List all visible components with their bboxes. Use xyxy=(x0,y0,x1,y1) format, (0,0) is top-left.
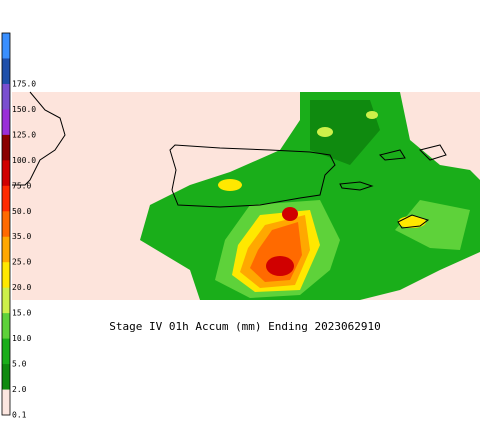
colorbar-swatch xyxy=(2,364,10,391)
colorbar-swatch xyxy=(2,83,10,110)
caption: Stage IV 01h Accum (mm) Ending 202306291… xyxy=(109,320,381,333)
colorbar-swatch xyxy=(2,134,10,161)
colorbar-label: 35.0 xyxy=(12,232,31,241)
colorbar-swatch xyxy=(2,58,10,85)
colorbar-label: 10.0 xyxy=(12,334,31,343)
colorbar-label: 100.0 xyxy=(12,156,36,165)
colorbar-swatch xyxy=(2,211,10,238)
colorbar-swatch xyxy=(2,287,10,314)
colorbar-label: 175.0 xyxy=(12,79,36,88)
colorbar-label: 15.0 xyxy=(12,309,31,318)
colorbar-label: 75.0 xyxy=(12,181,31,190)
colorbar-label: 25.0 xyxy=(12,258,31,267)
coastlines xyxy=(12,91,447,229)
colorbar-swatch xyxy=(2,262,10,289)
colorbar-swatch xyxy=(2,109,10,136)
colorbar-swatch xyxy=(2,338,10,365)
colorbar-label: 50.0 xyxy=(12,207,31,216)
colorbar-swatch xyxy=(2,313,10,340)
colorbar-label: 0.1 xyxy=(12,411,27,420)
colorbar-label: 150.0 xyxy=(12,105,36,114)
colorbar-label: 2.0 xyxy=(12,385,27,394)
colorbar-swatch xyxy=(2,389,10,416)
colorbar-swatch xyxy=(2,185,10,212)
colorbar-swatch xyxy=(2,33,10,59)
colorbar-label: 125.0 xyxy=(12,130,36,139)
colorbar-label: 5.0 xyxy=(12,360,27,369)
colorbar-label: 20.0 xyxy=(12,283,31,292)
colorbar-frame xyxy=(1,32,11,416)
colorbar-swatch xyxy=(2,160,10,187)
colorbar-swatch xyxy=(2,236,10,263)
